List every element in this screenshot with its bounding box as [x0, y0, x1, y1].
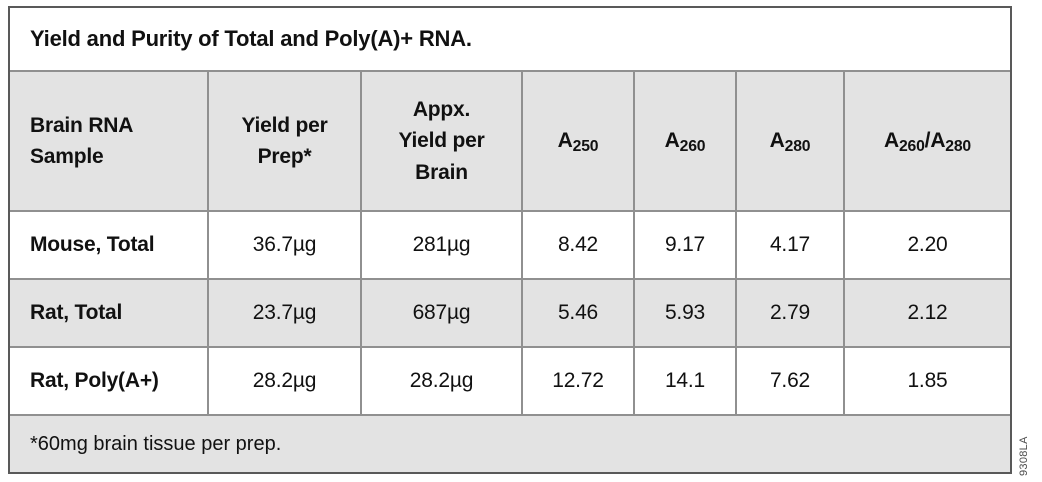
header-yield-per-prep: Yield per Prep* [207, 72, 360, 210]
table-cell: 23.7µg [207, 280, 360, 346]
table-cell: Mouse, Total [30, 233, 155, 257]
table-title: Yield and Purity of Total and Poly(A)+ R… [10, 8, 1010, 70]
table-cell: 687µg [360, 280, 521, 346]
header-brain-rna-sample: Brain RNA Sample [10, 72, 207, 210]
table-row-rat-total: Rat, Total 23.7µg 687µg 5.46 5.93 2.79 2… [10, 278, 1010, 346]
header-line: Appx. [412, 97, 471, 121]
table-footnote-row: *60mg brain tissue per prep. [10, 414, 1010, 472]
table-cell: 8.42 [521, 212, 633, 278]
table-cell: 281µg [360, 212, 521, 278]
header-line: Brain [415, 160, 468, 184]
header-line: Prep* [257, 145, 312, 168]
table-cell: 2.20 [843, 212, 1010, 278]
table-cell: 7.62 [735, 348, 843, 414]
table-cell: 12.72 [521, 348, 633, 414]
table-cell: 5.46 [521, 280, 633, 346]
header-a250: A250 [521, 72, 633, 210]
header-appx-yield-per-brain: Appx. Yield per Brain [360, 72, 521, 210]
header-a260-a280-ratio: A260/A280 [843, 72, 1010, 210]
header-a260: A260 [633, 72, 735, 210]
table-title-text: Yield and Purity of Total and Poly(A)+ R… [30, 26, 472, 51]
header-line: Brain RNA [30, 113, 134, 137]
table-row-mouse-total: Mouse, Total 36.7µg 281µg 8.42 9.17 4.17… [10, 210, 1010, 278]
table-cell: 28.2µg [360, 348, 521, 414]
table-cell: 9.17 [633, 212, 735, 278]
table-header-row: Brain RNA Sample Yield per Prep* Appx. Y… [10, 70, 1010, 210]
table-cell: 2.12 [843, 280, 1010, 346]
table-row-rat-polya: Rat, Poly(A+) 28.2µg 28.2µg 12.72 14.1 7… [10, 346, 1010, 414]
rna-yield-purity-table: Yield and Purity of Total and Poly(A)+ R… [8, 6, 1012, 474]
header-line: Sample [30, 145, 104, 168]
table-cell: 1.85 [843, 348, 1010, 414]
table-cell: 28.2µg [207, 348, 360, 414]
footnote-text: *60mg brain tissue per prep. [30, 432, 282, 455]
table-cell: Rat, Poly(A+) [30, 369, 159, 393]
header-a280: A280 [735, 72, 843, 210]
table-cell: 5.93 [633, 280, 735, 346]
header-line: Yield per [241, 113, 328, 137]
table-cell: Rat, Total [30, 301, 123, 325]
table-cell: 4.17 [735, 212, 843, 278]
table-cell: 2.79 [735, 280, 843, 346]
table-cell: 36.7µg [207, 212, 360, 278]
table-cell: 14.1 [633, 348, 735, 414]
figure-code: 9308LA [1018, 436, 1030, 476]
header-line: Yield per [398, 129, 485, 153]
